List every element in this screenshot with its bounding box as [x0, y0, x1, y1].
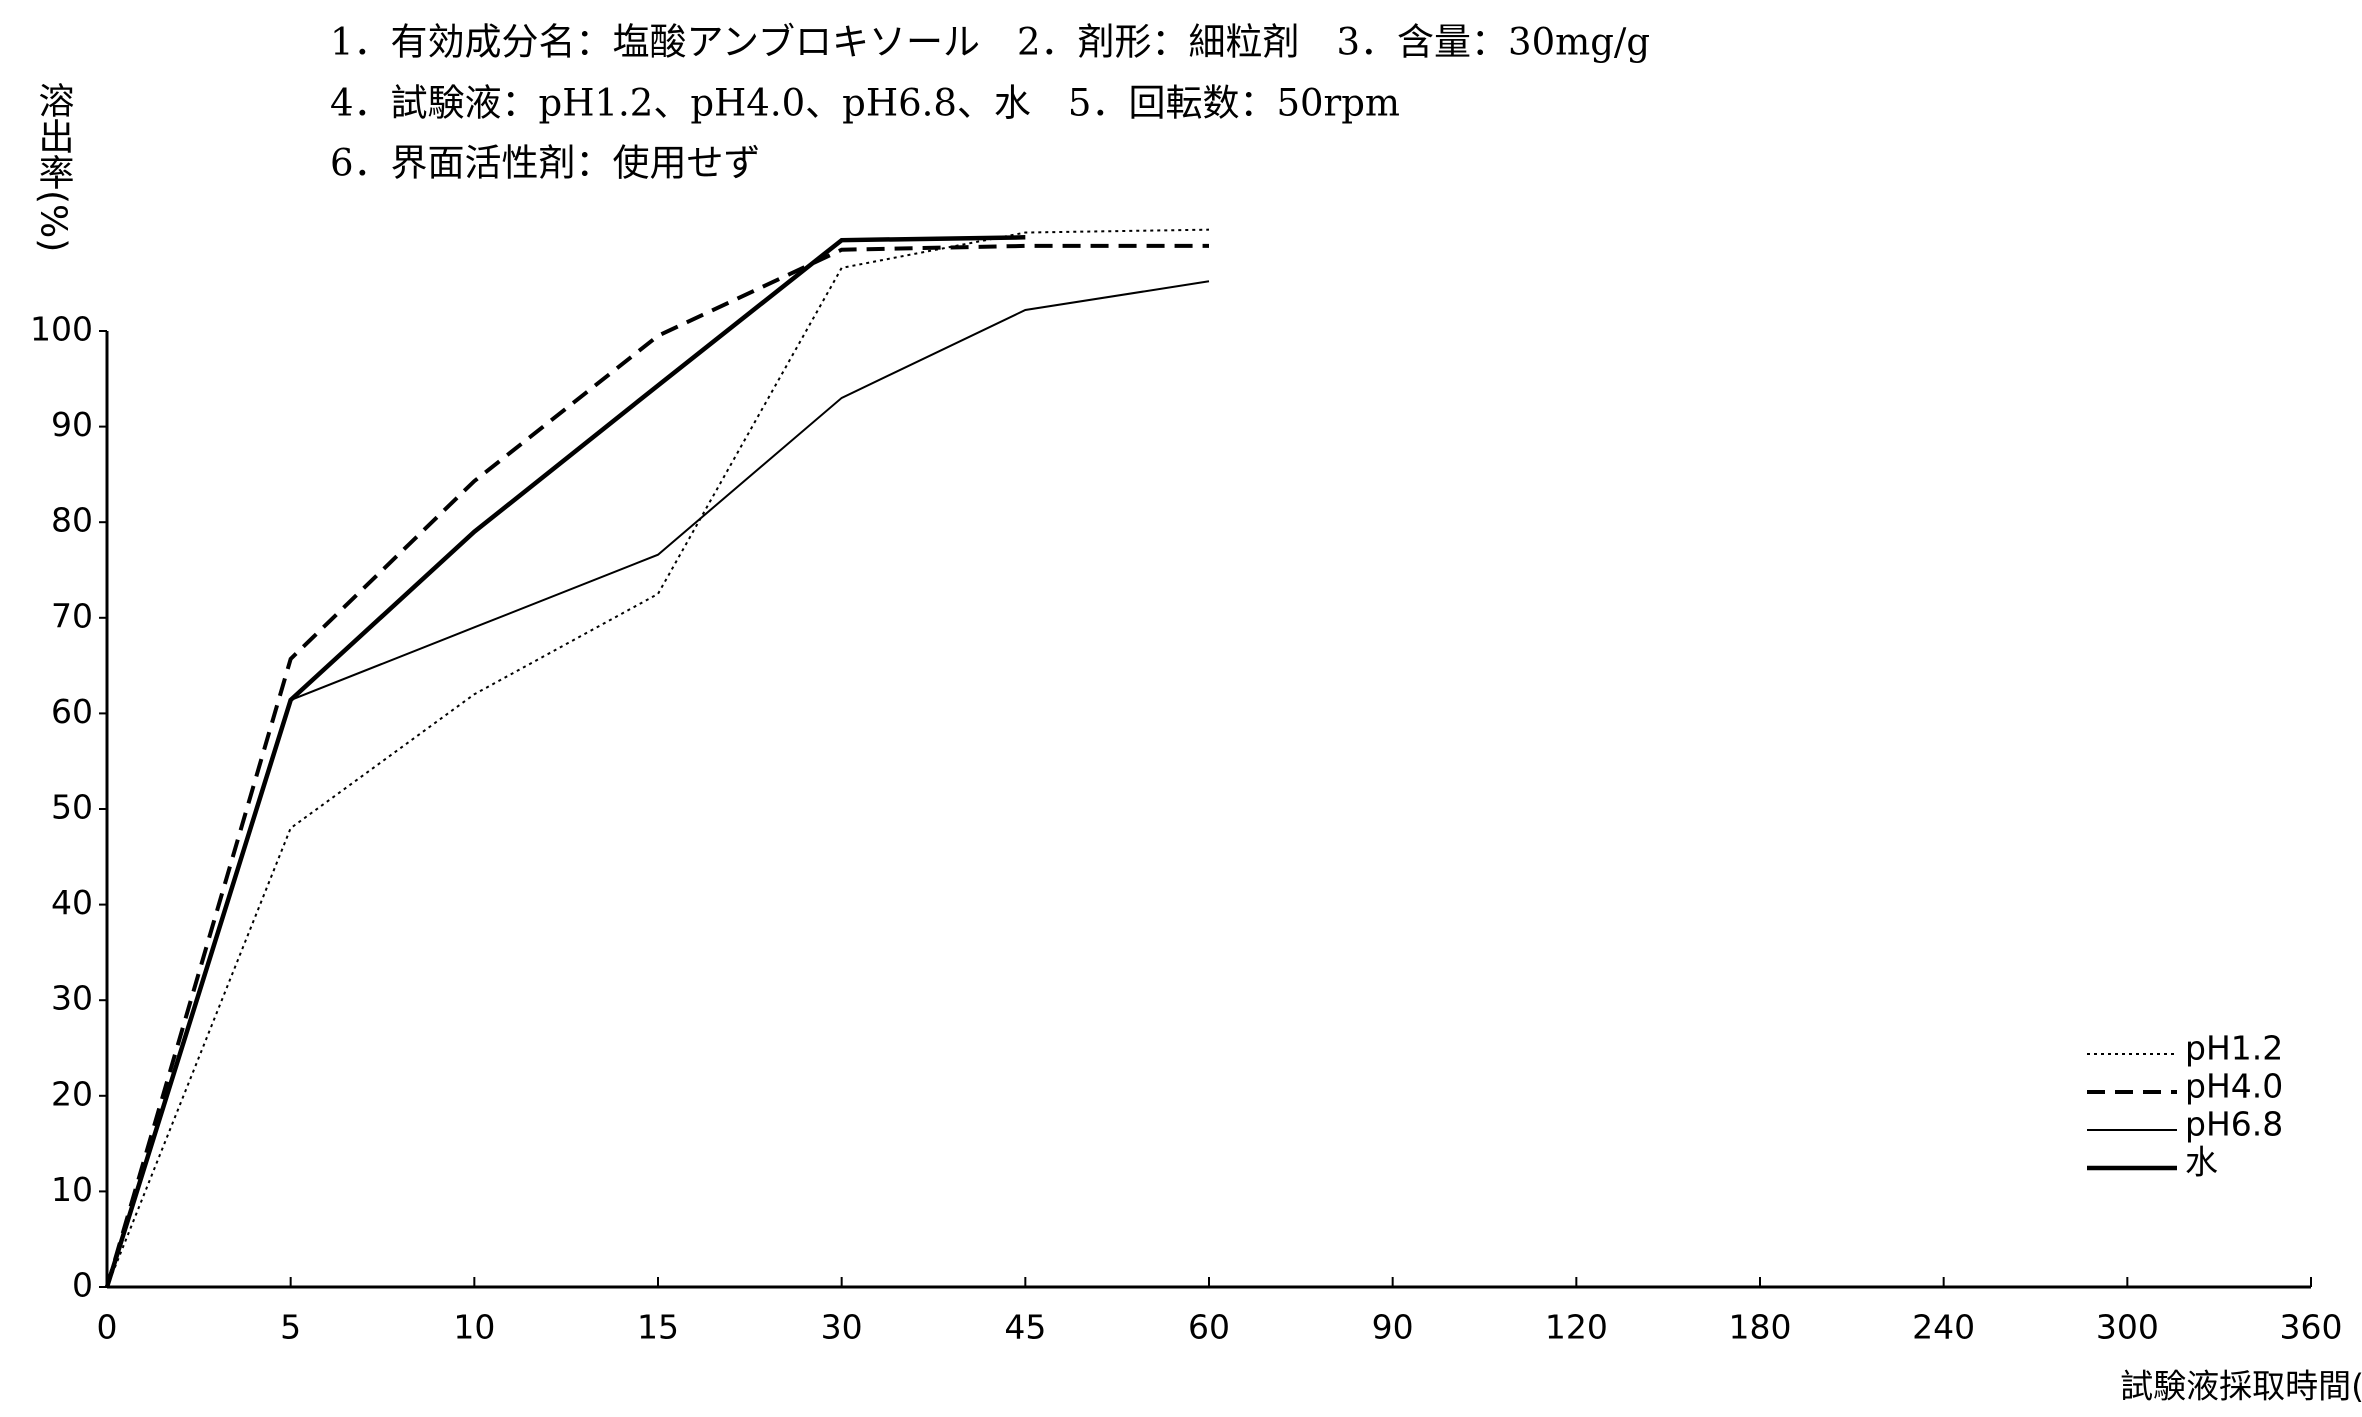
y-tick-label: 60 — [51, 692, 93, 731]
x-axis-label: 試験液採取時間(分) — [2120, 1367, 2362, 1406]
title-line: 4．試験液：pH1.2、pH4.0、pH6.8、水 5．回転数：50rpm — [330, 82, 1400, 125]
x-tick-label: 10 — [453, 1308, 495, 1347]
title-line: 1．有効成分名：塩酸アンブロキソール 2．剤形：細粒剤 3．含量：30mg/g — [330, 21, 1650, 64]
x-tick-label: 240 — [1912, 1308, 1975, 1347]
y-tick-label: 70 — [51, 596, 93, 635]
y-tick-label: 100 — [30, 310, 93, 349]
title-line: 6．界面活性剤：使用せず — [330, 142, 761, 185]
y-tick-label: 20 — [51, 1074, 93, 1113]
y-tick-label: 50 — [51, 788, 93, 827]
y-tick-label: 90 — [51, 405, 93, 444]
x-tick-label: 60 — [1188, 1308, 1230, 1347]
x-tick-label: 360 — [2280, 1308, 2343, 1347]
series-line — [106, 228, 1210, 1288]
x-tick-label: 15 — [637, 1308, 679, 1347]
y-tick-label: 10 — [51, 1170, 93, 1209]
y-tick-label: 80 — [51, 501, 93, 540]
y-tick-label: 30 — [51, 979, 93, 1018]
x-tick-label: 30 — [821, 1308, 863, 1347]
series-line — [104, 235, 1026, 1288]
legend-label: pH4.0 — [2185, 1067, 2283, 1106]
series-line — [105, 243, 1209, 1288]
y-axis-label: 溶出率(%) — [33, 82, 74, 253]
series-line — [106, 280, 1210, 1288]
x-tick-label: 5 — [280, 1308, 301, 1347]
legend-label: pH6.8 — [2185, 1105, 2283, 1144]
x-tick-label: 180 — [1729, 1308, 1792, 1347]
x-tick-label: 90 — [1372, 1308, 1414, 1347]
x-tick-label: 45 — [1004, 1308, 1046, 1347]
y-tick-label: 40 — [51, 883, 93, 922]
x-tick-label: 300 — [2096, 1308, 2159, 1347]
x-tick-label: 0 — [97, 1308, 118, 1347]
x-tick-label: 120 — [1545, 1308, 1608, 1347]
y-tick-label: 0 — [72, 1266, 93, 1305]
legend-label: pH1.2 — [2185, 1029, 2283, 1068]
legend-label: 水 — [2185, 1143, 2218, 1182]
